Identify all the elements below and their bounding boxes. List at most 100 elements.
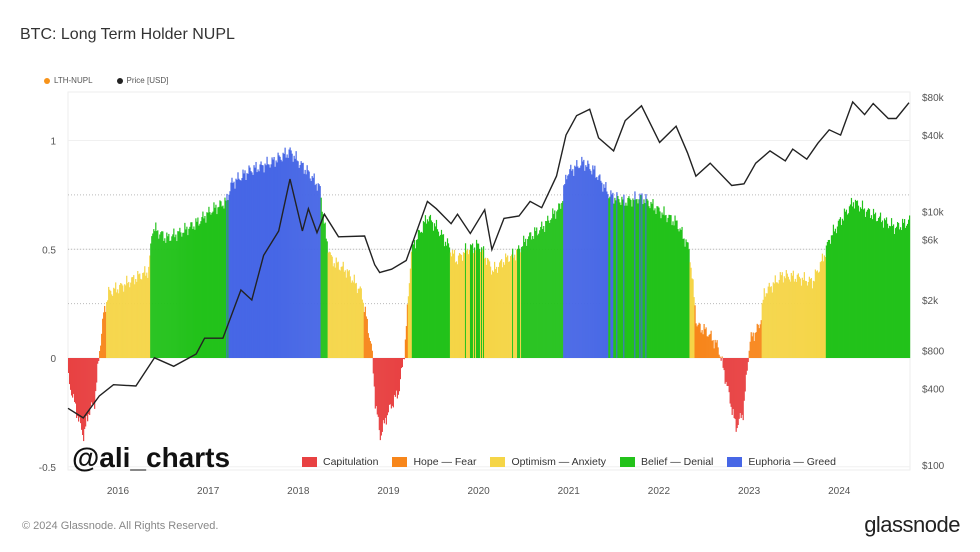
nupl-bar	[77, 358, 79, 416]
y-left-tick-label: 0	[50, 354, 56, 365]
zone-legend-euphoria-greed[interactable]: Euphoria — Greed	[727, 456, 836, 468]
nupl-bar	[738, 358, 740, 419]
zone-legend-capitulation[interactable]: Capitulation	[302, 456, 378, 468]
nupl-bar	[834, 228, 837, 358]
nupl-bar	[182, 232, 184, 358]
nupl-bar	[773, 283, 775, 358]
nupl-bar	[188, 228, 190, 358]
nupl-bar	[362, 302, 364, 358]
nupl-bar	[818, 271, 820, 358]
nupl-bar	[732, 358, 734, 410]
nupl-bar	[246, 173, 248, 358]
nupl-bar	[450, 256, 453, 358]
nupl-bar	[179, 227, 181, 358]
nupl-bar	[247, 173, 249, 358]
nupl-bar	[534, 227, 536, 358]
nupl-bar	[667, 217, 669, 358]
nupl-bar	[459, 254, 462, 358]
nupl-bar	[843, 208, 846, 358]
y-left-tick-label: 1	[50, 137, 56, 148]
nupl-bar	[302, 162, 304, 358]
nupl-bar	[509, 261, 511, 358]
nupl-bar	[190, 222, 192, 358]
nupl-bar	[390, 358, 392, 409]
nupl-bar	[237, 172, 239, 358]
nupl-bar	[592, 165, 594, 358]
nupl-bar	[778, 279, 780, 358]
legend-item-price[interactable]: Price [USD]	[116, 76, 168, 85]
nupl-bar	[111, 294, 113, 358]
nupl-bar	[648, 206, 650, 358]
nupl-bar	[482, 246, 485, 358]
zone-legend-hope-fear[interactable]: Hope — Fear	[392, 456, 476, 468]
nupl-bar	[399, 358, 401, 380]
nupl-bar	[288, 149, 290, 358]
nupl-bar	[222, 205, 224, 358]
nupl-bar	[73, 358, 75, 394]
nupl-bar	[833, 231, 836, 358]
legend-item-lth-nupl[interactable]: LTH-NUPL	[44, 76, 93, 85]
nupl-bar	[673, 225, 675, 358]
nupl-bar	[785, 270, 787, 358]
nupl-bar	[782, 282, 784, 358]
nupl-bar	[386, 358, 388, 416]
nupl-bar	[296, 160, 298, 358]
nupl-bar	[894, 228, 897, 358]
nupl-bar	[711, 340, 713, 358]
nupl-bar	[186, 226, 188, 358]
x-tick-label: 2021	[558, 486, 581, 497]
nupl-bar	[885, 217, 888, 358]
nupl-bar	[848, 206, 851, 358]
nupl-bar	[652, 199, 654, 358]
nupl-bar	[494, 261, 496, 358]
zone-legend-belief-denial[interactable]: Belief — Denial	[620, 456, 713, 468]
nupl-bar	[594, 165, 596, 358]
nupl-bar	[155, 222, 157, 358]
nupl-bar	[342, 261, 344, 358]
nupl-bar	[537, 235, 539, 358]
nupl-bar	[210, 214, 212, 358]
nupl-bar	[141, 279, 143, 358]
y-left-tick-label: 0.5	[42, 245, 56, 256]
nupl-bar	[367, 333, 369, 358]
nupl-bar	[359, 286, 361, 358]
nupl-bar	[854, 199, 857, 358]
nupl-bar	[272, 159, 274, 358]
nupl-bar	[310, 180, 312, 358]
nupl-bar	[886, 223, 889, 358]
nupl-bar	[666, 222, 668, 358]
nupl-bar	[723, 358, 725, 371]
nupl-bar	[355, 282, 357, 358]
nupl-bar	[881, 220, 884, 358]
nupl-bar	[368, 337, 370, 358]
nupl-bar	[292, 161, 294, 358]
nupl-bar	[333, 263, 335, 358]
nupl-bar	[874, 212, 877, 358]
nupl-bar	[697, 324, 699, 358]
nupl-bar	[557, 209, 559, 358]
nupl-bar	[329, 252, 331, 358]
swatch-icon	[490, 457, 506, 468]
nupl-bar	[171, 236, 173, 358]
nupl-bar	[812, 280, 814, 358]
nupl-bar	[243, 173, 245, 358]
nupl-bar	[850, 197, 853, 358]
nupl-bar	[527, 239, 529, 358]
zone-legend-optimism-anxiety[interactable]: Optimism — Anxiety	[490, 456, 606, 468]
nupl-bar	[293, 155, 295, 358]
nupl-bar	[380, 358, 382, 436]
nupl-bar	[156, 231, 158, 358]
nupl-bar	[541, 221, 543, 358]
nupl-bar	[686, 242, 688, 358]
legend-label: LTH-NUPL	[54, 76, 93, 85]
y-right-tick-label: $10k	[922, 207, 945, 218]
nupl-bar	[474, 250, 477, 358]
nupl-bar	[612, 192, 614, 358]
nupl-bar	[255, 161, 257, 358]
nupl-bar	[895, 226, 898, 358]
nupl-bar	[240, 180, 242, 358]
nupl-bar	[861, 200, 864, 358]
nupl-bar	[638, 199, 640, 358]
nupl-bar	[117, 289, 119, 358]
